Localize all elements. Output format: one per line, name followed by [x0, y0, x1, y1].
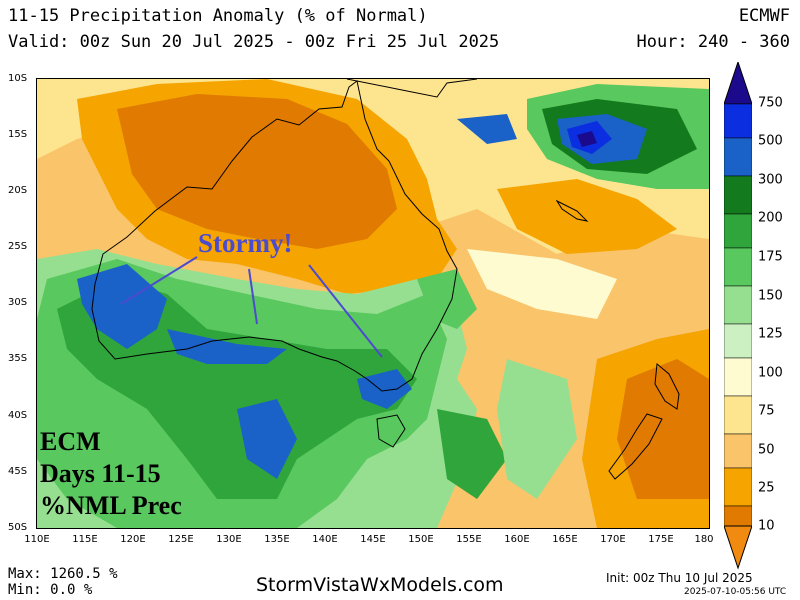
valid-period: Valid: 00z Sun 20 Jul 2025 - 00z Fri 25 …: [8, 32, 500, 52]
annotation-arrow: [248, 268, 258, 325]
lon-label: 155E: [456, 534, 482, 545]
lat-label: 15S: [8, 129, 28, 140]
legend-swatch: [724, 103, 752, 139]
lon-label: 150E: [408, 534, 434, 545]
ecm-line: Days 11-15: [40, 459, 161, 488]
legend-label: 125: [758, 326, 783, 342]
min-value: Min: 0.0 %: [8, 582, 93, 598]
legend-swatch: [724, 247, 752, 287]
ecm-line: ECM: [40, 427, 101, 456]
anomaly-region: [617, 359, 709, 499]
annotation-arrow: [308, 264, 383, 358]
anomaly-region: [497, 359, 577, 499]
timestamp: 2025-07-10-05:56 UTC: [684, 587, 787, 597]
precip-anomaly-map: [36, 78, 710, 529]
anomaly-region: [457, 114, 517, 144]
legend-arrow-bottom: [724, 525, 752, 570]
ecm-line: %NML Prec: [40, 491, 182, 520]
lon-label: 130E: [216, 534, 242, 545]
lon-label: 180: [694, 534, 714, 545]
lat-label: 50S: [8, 522, 28, 533]
legend-label: 100: [758, 365, 783, 381]
init-time: Init: 00z Thu 10 Jul 2025: [606, 571, 753, 585]
forecast-hours: Hour: 240 - 360: [636, 32, 790, 52]
lat-label: 40S: [8, 410, 28, 421]
anomaly-region: [467, 249, 617, 319]
lat-label: 10S: [8, 73, 28, 84]
lon-label: 160E: [504, 534, 530, 545]
anomaly-region: [577, 131, 597, 147]
anomaly-region: [357, 369, 412, 409]
lat-label: 45S: [8, 466, 28, 477]
legend-swatch: [724, 137, 752, 177]
legend-label: 10: [758, 518, 775, 534]
lon-label: 175E: [648, 534, 674, 545]
lon-label: 115E: [72, 534, 98, 545]
legend-swatch: [724, 175, 752, 215]
legend-label: 75: [758, 403, 775, 419]
anomaly-region: [497, 179, 677, 254]
australia-coastline: [91, 80, 458, 392]
anomaly-region: [417, 269, 477, 329]
nz-north-island: [654, 363, 680, 410]
lat-label: 25S: [8, 241, 28, 252]
lat-label: 30S: [8, 297, 28, 308]
anomaly-region: [437, 409, 507, 499]
anomaly-region: [237, 399, 297, 479]
anomaly-region: [167, 329, 287, 364]
legend-swatch: [724, 467, 752, 507]
legend-label: 750: [758, 95, 783, 111]
model-name: ECMWF: [738, 6, 790, 26]
map-canvas: [37, 79, 709, 528]
max-value: Max: 1260.5 %: [8, 566, 118, 582]
legend-label: 500: [758, 133, 783, 149]
nz-south-island: [608, 413, 663, 480]
map-title: 11-15 Precipitation Anomaly (% of Normal…: [8, 6, 428, 26]
legend-swatch: [724, 433, 752, 469]
ecm-annotation: ECM Days 11-15 %NML Prec: [40, 426, 182, 522]
legend-swatch: [724, 395, 752, 435]
legend-swatch: [724, 213, 752, 249]
png-coastline: [346, 79, 478, 98]
lon-label: 135E: [264, 534, 290, 545]
lon-label: 145E: [360, 534, 386, 545]
legend-swatch: [724, 323, 752, 359]
legend-label: 25: [758, 480, 775, 496]
tasmania-coastline: [376, 414, 406, 448]
site-name: StormVistaWxModels.com: [256, 574, 504, 596]
lat-label: 20S: [8, 185, 28, 196]
stormy-annotation: Stormy!: [198, 228, 293, 258]
legend-swatch: [724, 505, 752, 527]
legend-colorbar: [724, 62, 752, 570]
legend-label: 50: [758, 442, 775, 458]
new-caledonia: [555, 199, 589, 222]
lon-label: 120E: [120, 534, 146, 545]
lon-label: 125E: [168, 534, 194, 545]
legend-label: 200: [758, 210, 783, 226]
lon-label: 170E: [600, 534, 626, 545]
legend-swatch: [724, 357, 752, 397]
annotation-arrow: [120, 256, 198, 305]
anomaly-region: [77, 264, 167, 349]
legend-swatch: [724, 285, 752, 325]
lat-label: 35S: [8, 353, 28, 364]
anomaly-region: [117, 94, 397, 249]
legend-label: 150: [758, 288, 783, 304]
lon-label: 165E: [552, 534, 578, 545]
lon-label: 110E: [24, 534, 50, 545]
legend-label: 175: [758, 249, 783, 265]
legend-label: 300: [758, 172, 783, 188]
legend-arrow-top: [724, 62, 752, 105]
lon-label: 140E: [312, 534, 338, 545]
